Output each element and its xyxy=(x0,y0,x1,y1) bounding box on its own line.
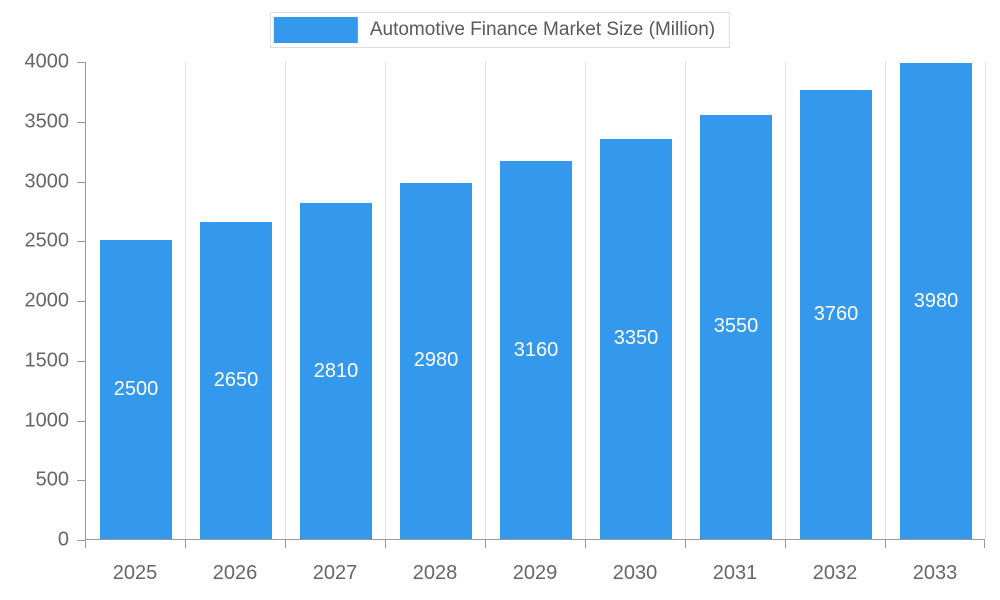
y-tick-mark xyxy=(77,241,85,243)
x-tick-label: 2030 xyxy=(612,562,658,584)
plot-area: 2500 2650 2810 2980 3160 3350 3550 3760 3980 xyxy=(85,62,986,540)
x-tick-mark xyxy=(85,540,86,548)
vertical-gridline xyxy=(585,62,586,539)
legend-swatch-icon xyxy=(273,17,358,43)
x-tick-label: 2033 xyxy=(912,562,958,584)
y-tick-mark xyxy=(77,121,85,123)
bar-value-label: 3760 xyxy=(813,302,859,325)
vertical-gridline xyxy=(785,62,786,539)
vertical-gridline xyxy=(685,62,686,539)
bar-2030: 3350 xyxy=(600,138,672,539)
bar-2031: 3550 xyxy=(700,114,772,539)
vertical-gridline xyxy=(385,62,386,539)
bar-value-label: 3550 xyxy=(713,315,759,338)
bar-2025: 2500 xyxy=(100,240,172,539)
bar-value-label: 2980 xyxy=(413,349,459,372)
bar-value-label: 2810 xyxy=(313,359,359,382)
y-tick-mark xyxy=(77,360,85,362)
y-tick-mark xyxy=(77,480,85,482)
x-tick-mark xyxy=(585,540,586,548)
y-tick-mark xyxy=(77,62,85,63)
x-tick-label: 2029 xyxy=(512,562,558,584)
bar-value-label: 2500 xyxy=(113,378,159,401)
bar-value-label: 3350 xyxy=(613,327,659,350)
bar-value-label: 3980 xyxy=(913,289,959,312)
vertical-gridline xyxy=(485,62,486,539)
bar-2029: 3160 xyxy=(500,161,572,539)
x-tick-label: 2026 xyxy=(212,562,258,584)
x-tick-label: 2031 xyxy=(712,562,758,584)
x-tick-label: 2028 xyxy=(412,562,458,584)
x-tick-label: 2032 xyxy=(812,562,858,584)
x-tick-mark xyxy=(285,540,286,548)
bar-2033: 3980 xyxy=(900,63,972,539)
bar-2026: 2650 xyxy=(200,222,272,539)
bar-value-label: 2650 xyxy=(213,369,259,392)
vertical-gridline xyxy=(985,62,986,539)
y-axis: 0 500 1000 1500 2000 2500 3000 3500 4000 xyxy=(0,51,85,551)
bar-value-label: 3160 xyxy=(513,338,559,361)
bar-2028: 2980 xyxy=(400,182,472,539)
x-tick-mark xyxy=(385,540,386,548)
x-axis: 2025 2026 2027 2028 2029 2030 2031 2032 2033 xyxy=(85,540,985,595)
vertical-gridline xyxy=(885,62,886,539)
bar-2027: 2810 xyxy=(300,203,372,539)
y-tick-label: 2500 xyxy=(24,229,70,252)
x-tick-mark xyxy=(785,540,786,548)
y-tick-mark xyxy=(77,540,85,541)
x-tick-label: 2027 xyxy=(312,562,358,584)
x-tick-mark xyxy=(885,540,886,548)
bar-2032: 3760 xyxy=(800,89,872,539)
y-tick-mark xyxy=(77,301,85,302)
legend-label: Automotive Finance Market Size (Million) xyxy=(369,19,716,40)
y-tick-label: 3500 xyxy=(24,110,70,133)
vertical-gridline xyxy=(185,62,186,539)
y-tick-mark xyxy=(77,420,85,422)
y-tick-label: 1500 xyxy=(24,349,70,372)
y-tick-label: 2000 xyxy=(24,289,70,312)
y-tick-mark xyxy=(77,181,85,183)
x-tick-mark xyxy=(185,540,186,548)
y-tick-label: 3000 xyxy=(24,170,70,192)
legend[interactable]: Automotive Finance Market Size (Million) xyxy=(269,12,731,48)
x-tick-mark xyxy=(485,540,486,548)
x-tick-mark xyxy=(984,540,985,548)
y-tick-label: 4000 xyxy=(24,50,70,73)
x-tick-label: 2025 xyxy=(112,562,158,584)
y-tick-label: 0 xyxy=(57,528,69,551)
y-tick-label: 1000 xyxy=(24,409,70,431)
x-tick-mark xyxy=(685,540,686,548)
y-tick-label: 500 xyxy=(35,468,69,491)
vertical-gridline xyxy=(285,62,286,539)
